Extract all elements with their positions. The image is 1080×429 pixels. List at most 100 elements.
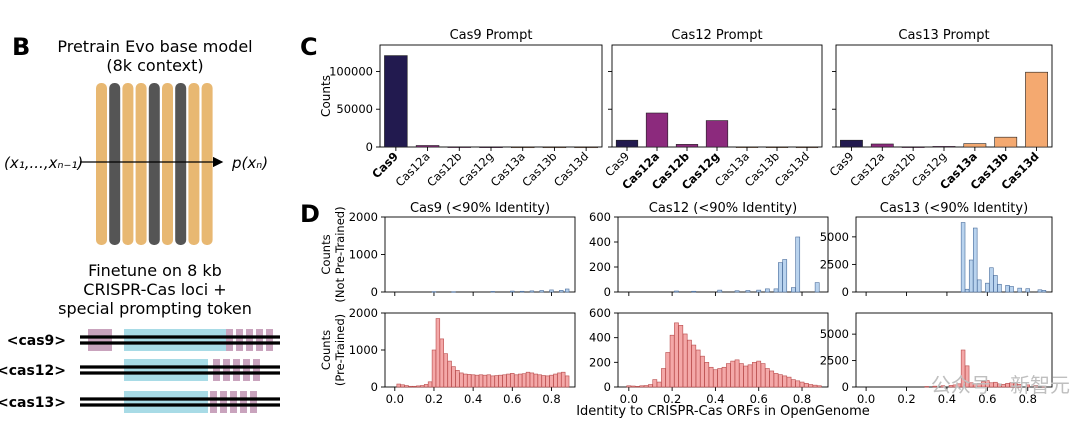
finetune-line2: CRISPR-Cas loci + (83, 280, 226, 299)
histogram-bin (924, 386, 929, 388)
histogram-bin (730, 360, 736, 388)
bar-cas9 (384, 55, 408, 148)
histogram-bin (726, 363, 731, 388)
crispr-repeat-block (226, 329, 233, 351)
bar-cas12a (870, 143, 894, 148)
histogram-bin (396, 383, 401, 388)
histogram-bin (674, 290, 679, 293)
y-tick-label: 100000 (329, 64, 373, 78)
chart-title: Cas12 (<90% Identity) (649, 201, 797, 216)
y-tick-label: 50000 (336, 102, 373, 116)
histogram-bin (451, 291, 456, 293)
histogram-bin (490, 375, 495, 388)
histogram-bin (427, 381, 433, 388)
y-tick-label: 2500 (820, 257, 849, 271)
histogram-bin (431, 349, 437, 388)
histogram-bin (517, 373, 523, 388)
histogram-bin (678, 325, 684, 388)
crispr-repeat-block (230, 391, 237, 413)
y-tick-label: 400 (589, 331, 611, 345)
x-tick-label: 0.8 (793, 392, 811, 406)
histogram-bin (940, 385, 946, 388)
panel-d-letter: D (300, 200, 320, 228)
model-output-label: p(xₙ) (231, 154, 268, 172)
prompt-token-label: <cas9> (7, 333, 66, 349)
y-tick-label: 2000 (349, 210, 378, 224)
bar-cas12b (675, 144, 699, 148)
y-tick-label: 5000 (820, 327, 849, 341)
y-axis-label-line1: Counts (319, 330, 333, 370)
model-layers (96, 83, 213, 245)
histogram-bin (932, 385, 938, 388)
histogram-bin (782, 259, 788, 293)
histogram-bin (435, 318, 441, 388)
histogram-bin (545, 375, 550, 388)
histogram-bin (451, 366, 456, 388)
model-layer-bar (201, 83, 213, 245)
histogram-bin (997, 283, 1002, 293)
histogram-bin (455, 370, 460, 388)
bar-cas9 (840, 139, 863, 148)
y-tick-label: 0 (371, 285, 378, 299)
crispr-repeat-block (236, 329, 243, 351)
model-layer-bar (162, 83, 173, 245)
panel-c-letter: C (300, 33, 318, 61)
cas-gene-block (124, 329, 230, 351)
x-tick-label: 0.2 (425, 392, 443, 406)
histogram-bin (773, 288, 779, 293)
crispr-repeat-block (243, 359, 250, 381)
y-tick-label: 2500 (820, 354, 849, 368)
histogram-bin (525, 371, 531, 388)
histogram-bin (561, 371, 566, 388)
y-tick-label: 1000 (349, 343, 378, 357)
histogram-bin (795, 380, 801, 388)
bar-cas9 (615, 139, 639, 148)
histogram-bin (490, 291, 495, 293)
histogram-bin (977, 279, 982, 293)
histogram-bin (510, 290, 515, 293)
x-axis-label: Identity to CRISPR-Cas ORFs in OpenGenom… (576, 404, 870, 419)
histogram-bin (521, 373, 527, 388)
histogram-bin (559, 290, 564, 293)
plot-frame (835, 44, 1053, 148)
prompt-token-label: <cas12> (0, 363, 66, 379)
histogram-bin (812, 384, 818, 388)
histogram-bin (463, 373, 468, 388)
x-tick-label: 0.4 (464, 392, 482, 406)
histogram-bin (713, 369, 718, 388)
histogram-bin (968, 259, 974, 293)
bar-cas13a (963, 143, 987, 148)
histogram-bin (510, 373, 515, 388)
crispr-repeat-block (240, 391, 247, 413)
histogram-bin (470, 374, 476, 388)
panel-b-title-line1: Pretrain Evo base model (57, 37, 252, 56)
chart-title: Cas13 (<90% Identity) (880, 201, 1028, 216)
plot-frame (617, 216, 829, 293)
bar-chart-1: Cas9 Prompt050000100000CountsCas9Cas12aC… (319, 28, 603, 190)
histogram-bin (498, 374, 503, 388)
bar-cas13b (994, 136, 1018, 148)
histogram-bin (412, 385, 417, 388)
histogram-bin (743, 365, 749, 388)
histogram-bin (537, 374, 542, 388)
histogram-bin (1009, 286, 1014, 293)
histogram-bin (778, 374, 783, 388)
histogram-bin (808, 384, 814, 388)
x-tick-label: 0.6 (750, 392, 768, 406)
x-tick-label: 0.2 (897, 392, 915, 406)
bar-chart-3: Cas13 PromptCas9Cas12aCas12bCas12gCas13a… (827, 28, 1053, 193)
histogram-bin (795, 236, 801, 293)
histogram-bin (752, 362, 757, 388)
crispr-repeat-block (253, 359, 260, 381)
histogram-bin (747, 364, 753, 388)
y-axis-label: Counts (319, 75, 333, 117)
histogram-bin (1025, 384, 1030, 388)
cas-gene-block (124, 359, 208, 381)
histogram-bin (778, 262, 783, 293)
bar-chart-2: Cas12 PromptCas9Cas12aCas12bCas12gCas13a… (602, 28, 823, 193)
histogram-bin (431, 291, 437, 293)
histogram-bin (494, 375, 499, 388)
histogram-bin (478, 374, 484, 388)
